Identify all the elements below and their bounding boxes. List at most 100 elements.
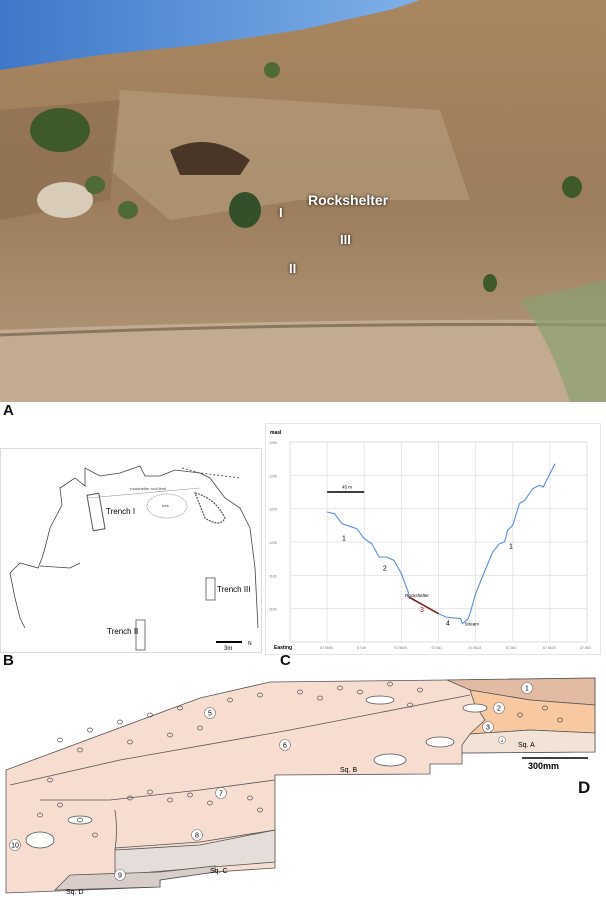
- layer-number-6: 6: [283, 743, 287, 750]
- pebble: [517, 712, 523, 718]
- rockshelter-label: Rockshelter: [405, 593, 429, 598]
- layer-number-8: 8: [195, 833, 199, 840]
- y-tick-label: 1200: [269, 541, 277, 545]
- pebble: [117, 719, 123, 725]
- site-plan: rockshelter roof limit tree Trench I Tre…: [0, 448, 262, 653]
- x-axis-label: Easting: [274, 645, 292, 651]
- north-arrow-label: N: [248, 641, 252, 647]
- scale-label: 3m: [224, 646, 232, 652]
- profile-line-2: [408, 596, 439, 615]
- pebble: [147, 712, 153, 718]
- pebble: [167, 732, 173, 738]
- zone-label: 1: [509, 544, 513, 551]
- panel-a-label: A: [3, 402, 14, 419]
- y-axis-label: masl: [270, 430, 282, 436]
- layer-3-4: [461, 729, 596, 754]
- layer-number-circle: [279, 739, 291, 751]
- pebble: [417, 687, 423, 693]
- x-tick-label: 67.561: [432, 646, 443, 650]
- pebble: [92, 832, 98, 838]
- pebble: [337, 685, 343, 691]
- y-tick-label: 1160: [269, 608, 277, 612]
- x-tick-label: 67.5605: [394, 646, 407, 650]
- pebble: [87, 727, 93, 733]
- pebble: [317, 695, 323, 701]
- pebble: [47, 777, 53, 783]
- trench-i-label: Trench I: [106, 507, 135, 516]
- trench-i-label: I: [279, 205, 283, 220]
- trench-ii-label: II: [289, 261, 297, 276]
- layer-number-4: 4: [501, 739, 504, 744]
- scale-label: 300mm: [528, 761, 559, 771]
- trench-iii-label: Trench III: [217, 585, 251, 594]
- scale-label: 45 m: [342, 485, 352, 490]
- roof-limit-label: rockshelter roof limit: [130, 486, 167, 491]
- panel-d-label: D: [578, 778, 591, 797]
- y-tick-label: 1180: [269, 574, 277, 578]
- zone-label: 2: [383, 565, 387, 572]
- layer-number-circle: [191, 829, 203, 841]
- profile-line-1: [327, 511, 410, 597]
- x-tick-label: 67.56: [357, 646, 366, 650]
- sq-d-label: Sq. D: [66, 889, 84, 896]
- zone-label: 3: [420, 607, 424, 614]
- sq-c-label: Sq. C: [210, 868, 228, 875]
- pebble: [77, 747, 83, 753]
- trench-ii-label: Trench II: [107, 627, 138, 636]
- layer-number-7: 7: [219, 791, 223, 798]
- y-tick-label: 1260: [269, 441, 277, 445]
- x-tick-label: 67.5595: [320, 646, 333, 650]
- layer-number-circle: [114, 869, 126, 881]
- pebble: [147, 789, 153, 795]
- pebble: [127, 739, 133, 745]
- pebble: [197, 725, 203, 731]
- pebble: [187, 792, 193, 798]
- zone-label: 4: [446, 620, 450, 627]
- layer-number-1: 1: [525, 686, 529, 693]
- tree-label: tree: [162, 503, 170, 508]
- x-tick-label: 67.5615: [469, 646, 482, 650]
- y-tick-label: 1220: [269, 508, 277, 512]
- pebble: [57, 737, 63, 743]
- trench-ii-rect: [135, 619, 146, 651]
- layer-number-5: 5: [208, 711, 212, 718]
- pebble: [542, 705, 548, 711]
- panel-b-label: B: [3, 652, 14, 669]
- hillside-photo: [0, 0, 606, 402]
- x-tick-label: 67.5625: [543, 646, 556, 650]
- plot-area: [289, 441, 588, 643]
- sq-b-label: Sq. B: [340, 767, 357, 774]
- layer-number-circle: [493, 702, 505, 714]
- pebble: [357, 689, 363, 695]
- elevation-profile-chart: masl Easting 1160 1180 1200 1220 1240 1260 67.…: [265, 423, 601, 655]
- layer-number-circle: [215, 787, 227, 799]
- pebble: [167, 797, 173, 803]
- layer-number-3: 3: [486, 725, 490, 732]
- trench-iii-rect: [205, 577, 216, 601]
- layer-number-9: 9: [118, 873, 122, 880]
- pebble: [387, 681, 393, 687]
- x-tick-label: 67.563: [580, 646, 591, 650]
- pebble: [297, 689, 303, 695]
- layer-number-2: 2: [497, 706, 501, 713]
- pebble: [407, 702, 413, 708]
- pebble: [77, 817, 83, 823]
- pebble: [127, 795, 133, 801]
- layer-number-circle: [9, 839, 21, 851]
- rockshelter-label: Rockshelter: [308, 192, 389, 208]
- zone-label: 1: [342, 535, 346, 542]
- pebble: [207, 800, 213, 806]
- pebble: [247, 795, 253, 801]
- layer-number-circle: [498, 736, 506, 744]
- pebble: [557, 717, 563, 723]
- trench-iii-label: III: [340, 232, 351, 247]
- layer-number-circle: [521, 682, 533, 694]
- stratigraphic-section: 1 2 3 4 5 6 7 8 9 10 300mm Sq. A Sq. B Sq. C Sq. …: [5, 677, 596, 896]
- y-tick-label: 1240: [269, 474, 277, 478]
- pebble: [257, 807, 263, 813]
- x-tick-label: 67.562: [506, 646, 517, 650]
- layer-number-10: 10: [11, 843, 19, 850]
- trench-i-rect: [86, 492, 106, 532]
- layer-9: [54, 865, 216, 891]
- layer-number-circle: [482, 721, 494, 733]
